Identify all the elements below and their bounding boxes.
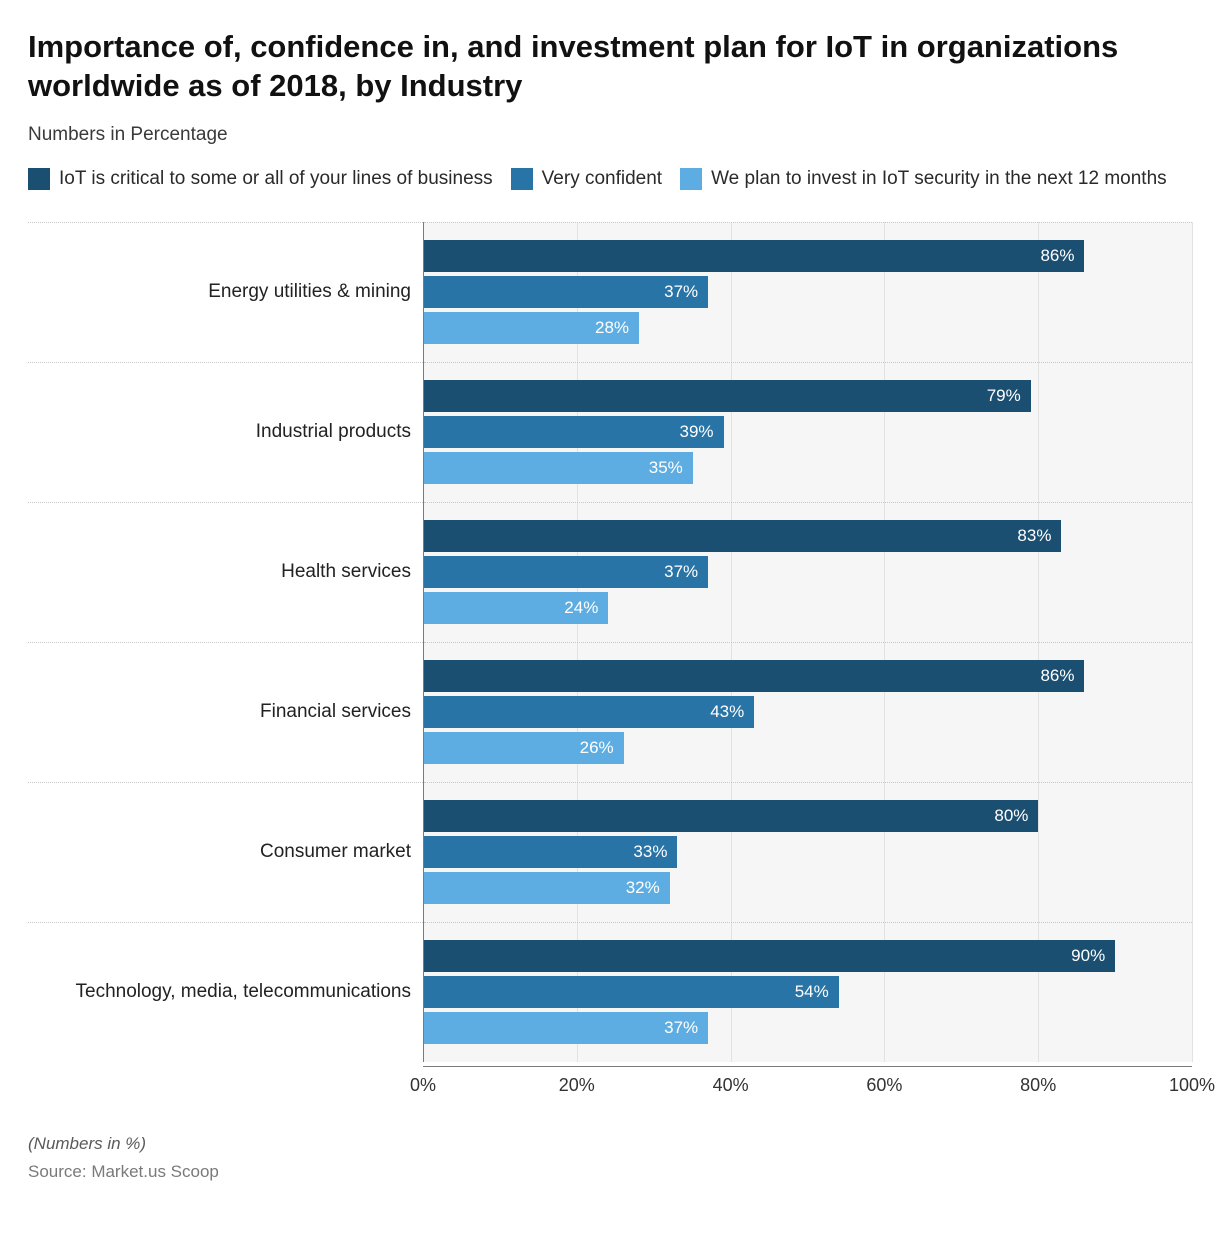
bar: 39% bbox=[424, 416, 724, 448]
category-bars: 86% 37% 28% bbox=[424, 222, 1192, 362]
category-label: Health services bbox=[28, 502, 423, 642]
legend: IoT is critical to some or all of your l… bbox=[28, 164, 1192, 194]
category-bars: 80% 33% 32% bbox=[424, 782, 1192, 922]
bar-row: 35% bbox=[424, 452, 1192, 484]
chart-title: Importance of, confidence in, and invest… bbox=[28, 28, 1192, 106]
bar-value: 37% bbox=[664, 562, 698, 582]
bar-value: 86% bbox=[1040, 666, 1074, 686]
bar-row: 79% bbox=[424, 380, 1192, 412]
bar-value: 26% bbox=[580, 738, 614, 758]
bar-value: 90% bbox=[1071, 946, 1105, 966]
category-bars: 83% 37% 24% bbox=[424, 502, 1192, 642]
bar-value: 39% bbox=[679, 422, 713, 442]
category-label: Energy utilities & mining bbox=[28, 222, 423, 362]
bar-row: 28% bbox=[424, 312, 1192, 344]
x-tick: 40% bbox=[713, 1075, 749, 1096]
bar: 86% bbox=[424, 240, 1084, 272]
bar-value: 80% bbox=[994, 806, 1028, 826]
legend-item: IoT is critical to some or all of your l… bbox=[28, 164, 493, 194]
bar-value: 86% bbox=[1040, 246, 1074, 266]
bar-value: 83% bbox=[1017, 526, 1051, 546]
legend-swatch bbox=[28, 168, 50, 190]
bar-row: 43% bbox=[424, 696, 1192, 728]
bar: 37% bbox=[424, 276, 708, 308]
bar-row: 24% bbox=[424, 592, 1192, 624]
source-name: Market.us Scoop bbox=[91, 1162, 219, 1181]
bar-row: 86% bbox=[424, 240, 1192, 272]
bar: 54% bbox=[424, 976, 839, 1008]
category-bars: 86% 43% 26% bbox=[424, 642, 1192, 782]
x-axis: 0%20%40%60%80%100% bbox=[423, 1066, 1192, 1106]
x-tick: 100% bbox=[1169, 1075, 1215, 1096]
bar: 79% bbox=[424, 380, 1031, 412]
bar-value: 54% bbox=[795, 982, 829, 1002]
bar: 90% bbox=[424, 940, 1115, 972]
bar-value: 33% bbox=[633, 842, 667, 862]
legend-label: IoT is critical to some or all of your l… bbox=[59, 164, 493, 194]
bar-value: 37% bbox=[664, 1018, 698, 1038]
bar: 28% bbox=[424, 312, 639, 344]
bar: 86% bbox=[424, 660, 1084, 692]
legend-item: Very confident bbox=[511, 164, 662, 194]
bar: 37% bbox=[424, 556, 708, 588]
chart-subtitle: Numbers in Percentage bbox=[28, 124, 1192, 146]
bar-value: 43% bbox=[710, 702, 744, 722]
legend-swatch bbox=[511, 168, 533, 190]
bar-value: 32% bbox=[626, 878, 660, 898]
bar-row: 37% bbox=[424, 556, 1192, 588]
bar: 83% bbox=[424, 520, 1061, 552]
bar-row: 86% bbox=[424, 660, 1192, 692]
bar-value: 79% bbox=[987, 386, 1021, 406]
bar: 26% bbox=[424, 732, 624, 764]
bar: 80% bbox=[424, 800, 1038, 832]
bar-row: 26% bbox=[424, 732, 1192, 764]
x-tick: 60% bbox=[866, 1075, 902, 1096]
legend-label: Very confident bbox=[542, 164, 662, 194]
legend-item: We plan to invest in IoT security in the… bbox=[680, 164, 1167, 194]
gridline bbox=[1192, 222, 1193, 1062]
source-line: Source: Market.us Scoop bbox=[28, 1162, 1192, 1182]
category-label: Technology, media, telecommunications bbox=[28, 922, 423, 1062]
x-tick: 80% bbox=[1020, 1075, 1056, 1096]
bar-row: 83% bbox=[424, 520, 1192, 552]
category-bars: 90% 54% 37% bbox=[424, 922, 1192, 1062]
plot-area: 86% 37% 28% 79% 39% 35% 83% 37% 24% 86% 43% 26% 80% 3… bbox=[423, 222, 1192, 1062]
bar: 37% bbox=[424, 1012, 708, 1044]
x-tick: 20% bbox=[559, 1075, 595, 1096]
source-prefix: Source: bbox=[28, 1162, 91, 1181]
bar: 33% bbox=[424, 836, 677, 868]
legend-label: We plan to invest in IoT security in the… bbox=[711, 164, 1167, 194]
bar-row: 33% bbox=[424, 836, 1192, 868]
bar-row: 90% bbox=[424, 940, 1192, 972]
category-bars: 79% 39% 35% bbox=[424, 362, 1192, 502]
bar-value: 37% bbox=[664, 282, 698, 302]
bar-value: 35% bbox=[649, 458, 683, 478]
bar: 24% bbox=[424, 592, 608, 624]
bar-row: 37% bbox=[424, 1012, 1192, 1044]
category-label: Industrial products bbox=[28, 362, 423, 502]
x-tick: 0% bbox=[410, 1075, 436, 1096]
footnote: (Numbers in %) bbox=[28, 1134, 1192, 1154]
chart-area: Energy utilities & miningIndustrial prod… bbox=[28, 222, 1192, 1062]
bar-value: 28% bbox=[595, 318, 629, 338]
bar-row: 80% bbox=[424, 800, 1192, 832]
bar: 32% bbox=[424, 872, 670, 904]
legend-swatch bbox=[680, 168, 702, 190]
bar: 43% bbox=[424, 696, 754, 728]
category-label: Consumer market bbox=[28, 782, 423, 922]
bar-row: 54% bbox=[424, 976, 1192, 1008]
plot-rows: 86% 37% 28% 79% 39% 35% 83% 37% 24% 86% 43% 26% 80% 3… bbox=[423, 222, 1192, 1062]
category-label: Financial services bbox=[28, 642, 423, 782]
bar-value: 24% bbox=[564, 598, 598, 618]
bar-row: 39% bbox=[424, 416, 1192, 448]
bar: 35% bbox=[424, 452, 693, 484]
bar-row: 37% bbox=[424, 276, 1192, 308]
y-axis-labels: Energy utilities & miningIndustrial prod… bbox=[28, 222, 423, 1062]
bar-row: 32% bbox=[424, 872, 1192, 904]
